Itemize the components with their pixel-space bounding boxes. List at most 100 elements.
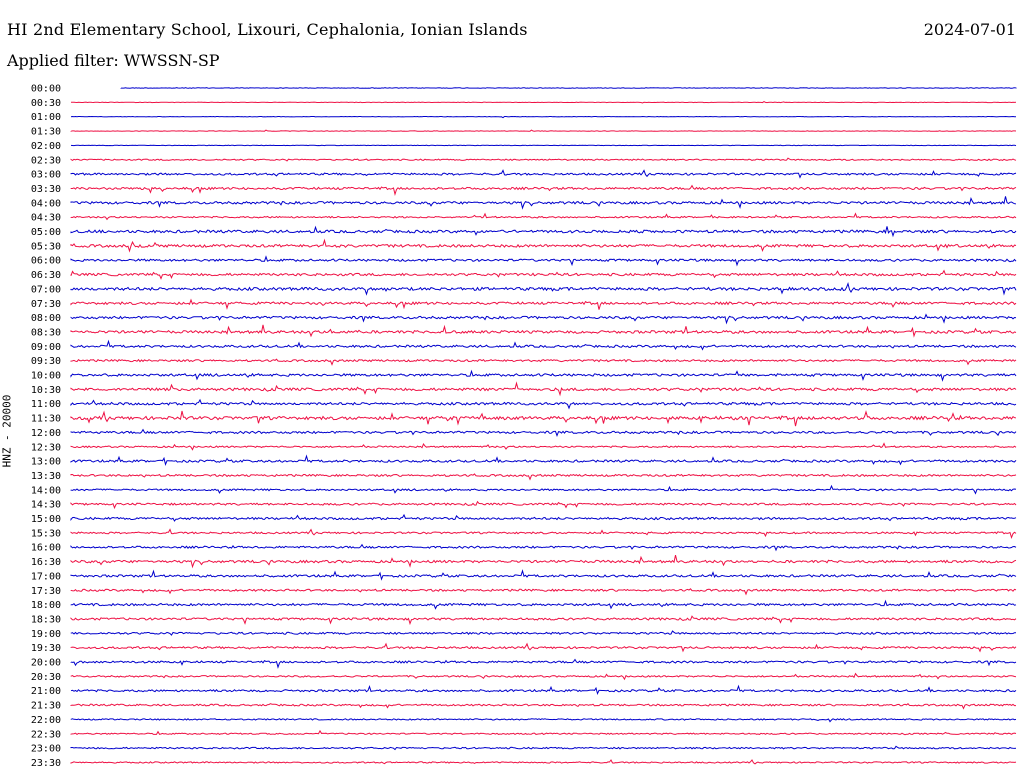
row-time-label: 04:30: [31, 213, 61, 224]
row-time-label: 22:30: [31, 729, 61, 740]
row-time-label: 08:00: [31, 313, 61, 324]
trace-line: [70, 513, 1017, 522]
trace-line: [70, 269, 1017, 280]
row-time-label: 07:00: [31, 284, 61, 295]
trace-line: [70, 410, 1017, 427]
row-time-label: 23:00: [31, 744, 61, 755]
row-time-label: 14:00: [31, 485, 61, 496]
row-time-label: 05:30: [31, 241, 61, 252]
row-time-label: 16:30: [31, 557, 61, 568]
trace-line: [70, 101, 1017, 104]
trace-line: [70, 442, 1017, 451]
trace-line: [70, 658, 1017, 669]
trace-line: [70, 157, 1017, 162]
row-time-label: 03:00: [31, 170, 61, 181]
trace-line: [70, 398, 1017, 410]
trace-line: [70, 225, 1017, 238]
row-time-label: 21:30: [31, 701, 61, 712]
trace-line: [70, 381, 1017, 397]
row-time-label: 08:30: [31, 327, 61, 338]
row-time-label: 11:00: [31, 399, 61, 410]
row-time-label: 02:00: [31, 141, 61, 152]
filter-label: Applied filter: WWSSN-SP: [7, 51, 220, 70]
trace-line: [70, 369, 1017, 382]
row-time-label: 00:30: [31, 98, 61, 109]
row-time-label: 09:30: [31, 356, 61, 367]
trace-line: [70, 358, 1017, 366]
row-time-label: 19:30: [31, 643, 61, 654]
row-time-label: 03:30: [31, 184, 61, 195]
trace-line: [70, 298, 1017, 310]
trace-line: [70, 129, 1017, 132]
trace-line: [70, 473, 1017, 481]
trace-line: [70, 484, 1017, 495]
row-time-label: 01:00: [31, 112, 61, 123]
row-time-label: 13:30: [31, 471, 61, 482]
trace-line: [70, 115, 1017, 119]
trace-line: [70, 729, 1017, 736]
trace-line: [70, 528, 1017, 540]
row-time-label: 13:00: [31, 457, 61, 468]
trace-line: [70, 339, 1017, 351]
trace-line: [70, 184, 1017, 197]
trace-line: [70, 745, 1017, 751]
row-time-label: 12:00: [31, 428, 61, 439]
row-time-label: 18:00: [31, 600, 61, 611]
row-time-label: 06:00: [31, 256, 61, 267]
row-time-label: 05:00: [31, 227, 61, 238]
row-time-label: 04:00: [31, 198, 61, 209]
row-time-label: 20:30: [31, 672, 61, 683]
trace-line: [70, 281, 1017, 296]
trace-line: [70, 672, 1017, 681]
trace-line: [120, 87, 1017, 89]
trace-line: [70, 759, 1017, 765]
trace-line: [70, 684, 1017, 696]
row-time-label: 02:30: [31, 155, 61, 166]
row-time-label: 12:30: [31, 442, 61, 453]
row-time-label: 15:00: [31, 514, 61, 525]
trace-line: [70, 313, 1017, 325]
trace-line: [70, 718, 1017, 723]
row-time-label: 22:00: [31, 715, 61, 726]
row-time-label: 06:30: [31, 270, 61, 281]
trace-line: [70, 428, 1017, 438]
trace-line: [70, 212, 1017, 221]
row-time-label: 21:00: [31, 686, 61, 697]
row-time-label: 23:30: [31, 758, 61, 769]
trace-line: [70, 196, 1017, 210]
trace-line: [70, 615, 1017, 626]
row-time-label: 20:00: [31, 658, 61, 669]
row-time-label: 10:00: [31, 371, 61, 382]
trace-line: [70, 703, 1016, 710]
trace-line: [70, 588, 1017, 596]
row-time-label: 11:30: [31, 414, 61, 425]
row-time-label: 19:00: [31, 629, 61, 640]
row-time-label: 10:30: [31, 385, 61, 396]
trace-line: [70, 569, 1017, 581]
trace-line: [70, 642, 1017, 653]
trace-line: [70, 630, 1016, 636]
trace-line: [70, 543, 1017, 552]
row-time-label: 17:30: [31, 586, 61, 597]
trace-line: [70, 500, 1017, 510]
row-time-label: 14:30: [31, 500, 61, 511]
trace-line: [70, 554, 1017, 569]
trace-line: [70, 599, 1017, 610]
trace-line: [70, 324, 1017, 338]
trace-line: [70, 238, 1017, 253]
trace-line: [70, 255, 1017, 267]
row-time-label: 01:30: [31, 127, 61, 138]
row-time-label: 07:30: [31, 299, 61, 310]
plot-date: 2024-07-01: [923, 20, 1016, 39]
row-time-label: 16:00: [31, 543, 61, 554]
row-time-label: 17:00: [31, 571, 61, 582]
station-title: HI 2nd Elementary School, Lixouri, Cepha…: [7, 20, 528, 39]
row-time-label: 09:00: [31, 342, 61, 353]
trace-line: [70, 169, 1017, 179]
row-time-label: 15:30: [31, 528, 61, 539]
trace-line: [70, 454, 1017, 467]
row-time-label: 00:00: [31, 84, 61, 95]
row-time-label: 18:30: [31, 614, 61, 625]
